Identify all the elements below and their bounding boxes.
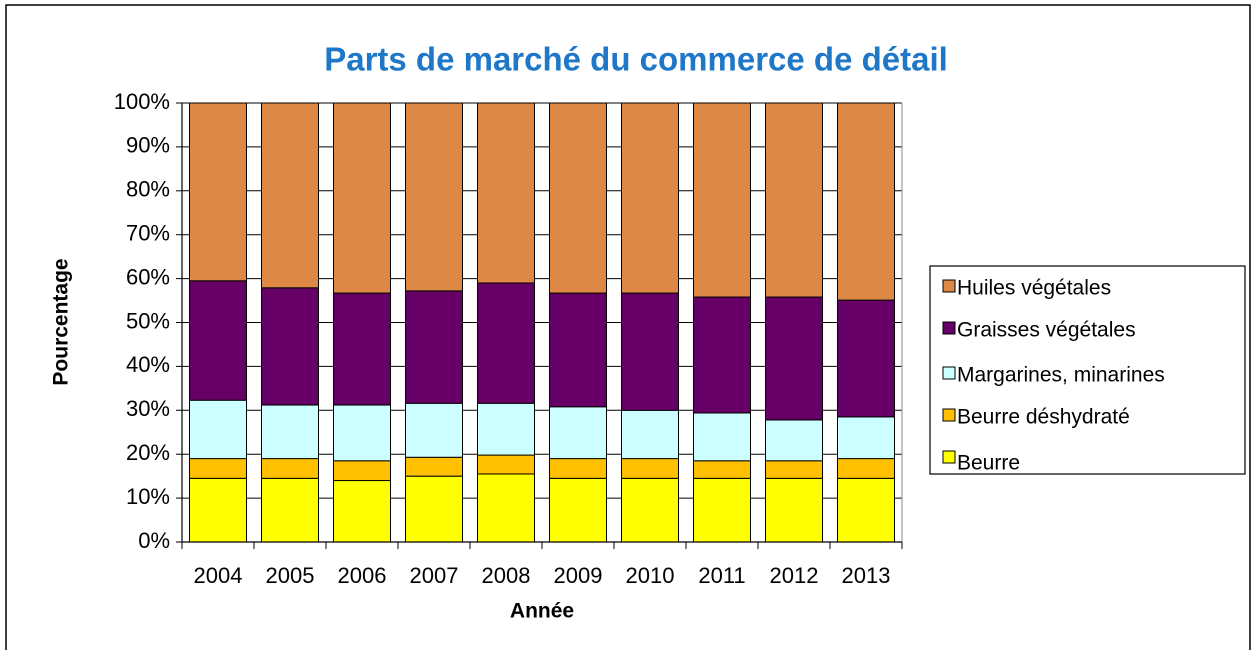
- x-tick-label: 2013: [842, 563, 891, 588]
- bar-segment: [837, 458, 895, 479]
- y-tick-label: 10%: [126, 484, 170, 509]
- legend-swatch: [942, 408, 956, 422]
- legend-box: [929, 265, 1246, 475]
- y-tick-label: 40%: [126, 352, 170, 377]
- bar-segment: [405, 475, 463, 543]
- bar-segment: [837, 416, 895, 460]
- bar-segment: [189, 458, 247, 479]
- bar-segment: [549, 458, 607, 479]
- bar-segment: [477, 473, 535, 543]
- x-tick-label: 2010: [626, 563, 675, 588]
- bar-segment: [621, 102, 679, 294]
- bar-segment: [621, 292, 679, 411]
- bar-segment: [405, 402, 463, 458]
- legend-swatch: [942, 366, 956, 380]
- bar-segment: [261, 404, 319, 460]
- y-tick-label: 30%: [126, 396, 170, 421]
- legend-label: Graisses végétales: [957, 319, 1136, 342]
- bar-segment: [189, 280, 247, 401]
- x-axis-label: Année: [510, 600, 574, 623]
- bar-segment: [621, 458, 679, 479]
- y-tick-label: 70%: [126, 221, 170, 246]
- bar-segment: [837, 477, 895, 543]
- bar-segment: [765, 460, 823, 479]
- bar-segment: [693, 296, 751, 414]
- bar-segment: [693, 102, 751, 298]
- y-axis-label: Pourcentage: [50, 258, 73, 385]
- bar-segment: [765, 296, 823, 421]
- bar-segment: [477, 282, 535, 404]
- bar-segment: [189, 102, 247, 282]
- bar-segment: [765, 419, 823, 462]
- bar-segment: [549, 406, 607, 460]
- legend-label: Huiles végétales: [957, 277, 1111, 300]
- bar-segment: [405, 456, 463, 477]
- bar-segment: [765, 102, 823, 298]
- legend-swatch: [942, 279, 956, 293]
- x-tick-label: 2005: [266, 563, 315, 588]
- bar-segment: [477, 102, 535, 284]
- legend-swatch: [942, 321, 956, 335]
- bar-segment: [333, 102, 391, 294]
- legend-label: Beurre: [957, 452, 1020, 475]
- x-tick-label: 2007: [410, 563, 459, 588]
- y-tick-label: 90%: [126, 133, 170, 158]
- bar-segment: [837, 102, 895, 301]
- y-tick-label: 20%: [126, 440, 170, 465]
- bar-segment: [405, 102, 463, 292]
- bar-segment: [405, 290, 463, 404]
- bar-segment: [837, 299, 895, 418]
- chart-title: Parts de marché du commerce de détail: [324, 41, 948, 78]
- bar-segment: [189, 477, 247, 543]
- bar-segment: [261, 458, 319, 479]
- bar-segment: [693, 412, 751, 462]
- y-tick-label: 60%: [126, 264, 170, 289]
- legend-swatch: [942, 450, 956, 464]
- bar-segment: [693, 460, 751, 479]
- y-tick-label: 50%: [126, 308, 170, 333]
- bar-segment: [621, 477, 679, 543]
- bar-segment: [333, 460, 391, 482]
- bar-segment: [693, 477, 751, 543]
- x-tick-label: 2006: [338, 563, 387, 588]
- legend-label: Margarines, minarines: [957, 364, 1165, 387]
- x-tick-label: 2011: [698, 563, 745, 588]
- bar-segment: [261, 102, 319, 289]
- bar-segment: [333, 480, 391, 543]
- bar-segment: [621, 409, 679, 460]
- x-tick-label: 2008: [482, 563, 531, 588]
- y-tick-label: 100%: [114, 89, 170, 114]
- bar-segment: [549, 102, 607, 294]
- bar-segment: [261, 287, 319, 406]
- x-tick-label: 2009: [554, 563, 603, 588]
- bar-segment: [189, 399, 247, 460]
- bar-segment: [765, 477, 823, 543]
- y-tick-label: 80%: [126, 177, 170, 202]
- x-tick-label: 2012: [770, 563, 819, 588]
- bar-segment: [549, 292, 607, 408]
- legend-label: Beurre déshydraté: [957, 406, 1130, 429]
- bar-segment: [333, 404, 391, 462]
- bar-segment: [333, 292, 391, 406]
- x-tick-label: 2004: [194, 563, 243, 588]
- bar-segment: [477, 454, 535, 475]
- bar-segment: [549, 477, 607, 543]
- y-tick-label: 0%: [138, 528, 170, 553]
- bar-segment: [261, 477, 319, 543]
- bar-segment: [477, 402, 535, 456]
